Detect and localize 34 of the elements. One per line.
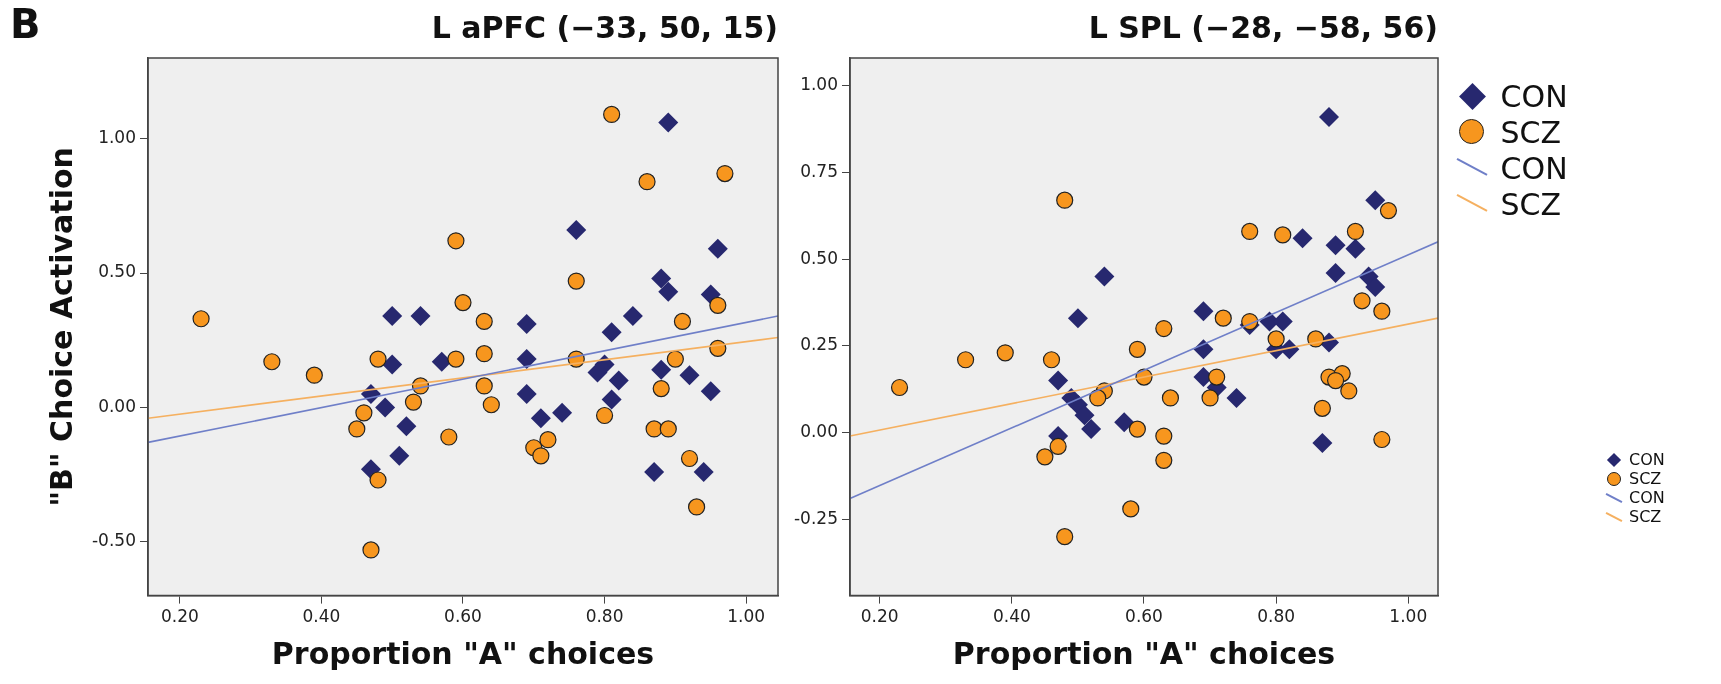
y-tick-label: 1.00	[98, 127, 136, 148]
legend-label: SCZ	[1500, 186, 1562, 222]
y-tick-label: 0.25	[800, 334, 838, 355]
chart-title: L SPL (−28, −58, 56)	[1088, 9, 1438, 45]
x-tick-label: 1.00	[727, 606, 766, 627]
y-tick-label: 0.00	[800, 421, 838, 442]
legend-label: SCZ	[1629, 469, 1662, 488]
y-axis-title: "B" Choice Activation	[43, 147, 79, 507]
x-axis-title: Proportion "A" choices	[952, 635, 1336, 671]
x-tick-label: 0.20	[160, 606, 199, 627]
x-tick-label: 1.00	[1389, 606, 1428, 627]
x-tick-label: 0.20	[860, 606, 899, 627]
y-tick-label: -0.25	[793, 507, 838, 528]
x-tick-label: 0.60	[444, 606, 482, 627]
y-tick-label: 0.00	[98, 395, 136, 416]
x-tick-label: 0.40	[302, 606, 341, 627]
y-tick-label: 0.50	[800, 247, 838, 268]
text: B	[10, 1, 41, 48]
y-tick-label: 1.00	[800, 74, 838, 95]
legend-label: CON	[1500, 150, 1568, 186]
x-tick-label: 0.80	[585, 606, 624, 627]
x-tick-label: 0.40	[992, 606, 1031, 627]
y-tick-label: 0.75	[800, 160, 838, 181]
chart-title: L aPFC (−33, 50, 15)	[431, 9, 778, 45]
legend-label: CON	[1629, 450, 1665, 469]
legend-label: CON	[1629, 488, 1665, 507]
legend-label: SCZ	[1500, 114, 1562, 150]
legend-label: SCZ	[1629, 507, 1662, 526]
x-axis-title: Proportion "A" choices	[271, 635, 655, 671]
y-tick-label: 0.50	[98, 261, 136, 282]
legend-label: CON	[1500, 78, 1568, 114]
y-tick-label: -0.50	[91, 530, 136, 551]
x-tick-label: 0.80	[1257, 606, 1296, 627]
x-tick-label: 0.60	[1125, 606, 1163, 627]
